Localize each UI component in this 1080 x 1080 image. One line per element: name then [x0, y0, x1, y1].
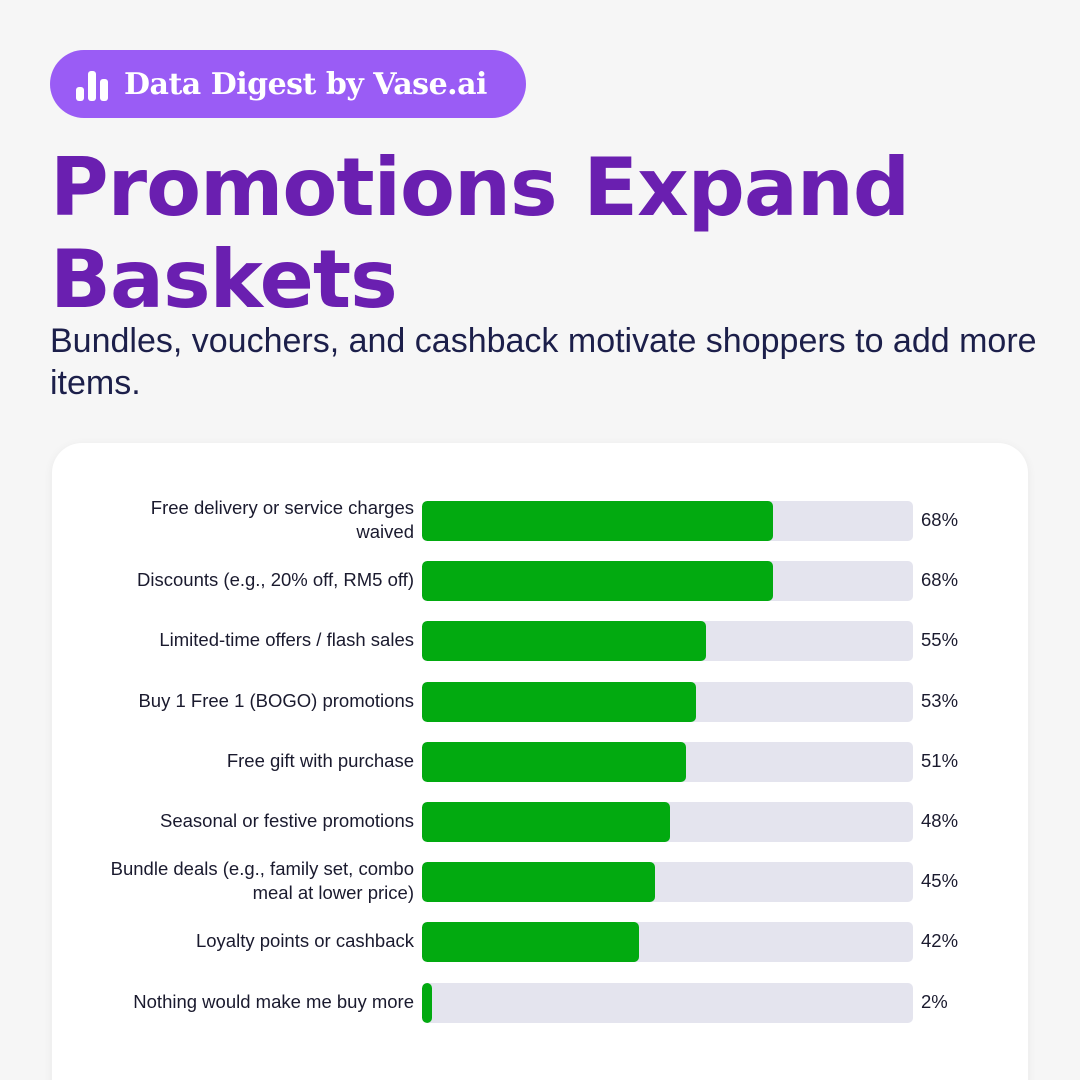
bar-track: [422, 501, 913, 541]
chart-row: Free gift with purchase 51%: [52, 736, 1028, 786]
bar-chart-icon: [76, 67, 112, 101]
category-label: Limited-time offers / flash sales: [159, 629, 414, 651]
bar-track: [422, 741, 913, 782]
chart-card: Free delivery or service charges waived 6…: [52, 443, 1028, 1080]
bar: [422, 982, 433, 1023]
bar-track: [422, 802, 913, 842]
bar: [422, 501, 774, 541]
bar-track: [422, 621, 913, 662]
value-label: 55%: [921, 629, 959, 651]
value-label: 42%: [921, 930, 959, 952]
page-subtitle: Bundles, vouchers, and cashback motivate…: [50, 322, 1037, 402]
chart-row: Free delivery or service charges waived 6…: [52, 495, 1028, 545]
bar-track: [422, 681, 913, 722]
value-label: 2%: [921, 990, 948, 1012]
chart-row: Seasonal or festive promotions 48%: [52, 796, 1028, 846]
chart-row: Discounts (e.g., 20% off, RM5 off) 68%: [52, 555, 1028, 605]
bar: [422, 681, 696, 722]
category-label: Seasonal or festive promotions: [160, 810, 414, 831]
value-label: 53%: [921, 689, 959, 711]
category-label: Buy 1 Free 1 (BOGO) promotions: [138, 689, 414, 711]
chart-row: Limited-time offers / flash sales 55%: [52, 615, 1028, 665]
bar-track: [422, 561, 913, 602]
brand-badge: Data Digest by Vase.ai: [50, 50, 526, 118]
category-label: Loyalty points or cashback: [195, 930, 414, 952]
value-label: 68%: [921, 509, 959, 530]
bar: [422, 621, 707, 662]
bar: [422, 802, 671, 842]
bar: [422, 561, 774, 602]
category-label: Free gift with purchase: [226, 749, 414, 771]
bar: [422, 741, 686, 782]
category-label: Free delivery or service charges waived: [150, 497, 414, 542]
value-label: 51%: [921, 749, 959, 771]
chart-row: Nothing would make me buy more 2%: [52, 977, 1028, 1027]
bar-track: [422, 922, 913, 963]
bar: [422, 862, 655, 903]
bar: [422, 922, 640, 963]
page-title: Promotions Expand Baskets: [50, 141, 910, 326]
value-label: 48%: [921, 810, 959, 831]
chart-row: Buy 1 Free 1 (BOGO) promotions 53%: [52, 676, 1028, 726]
bar-track: [422, 982, 913, 1023]
chart-row: Bundle deals (e.g., family set, combo me…: [52, 856, 1028, 906]
chart-row: Loyalty points or cashback 42%: [52, 916, 1028, 966]
value-label: 68%: [921, 569, 959, 591]
badge-text: Data Digest by Vase.ai: [124, 66, 487, 102]
value-label: 45%: [921, 870, 959, 892]
category-label: Nothing would make me buy more: [133, 990, 414, 1012]
category-label: Bundle deals (e.g., family set, combo me…: [110, 858, 414, 904]
bar-track: [422, 862, 913, 903]
category-label: Discounts (e.g., 20% off, RM5 off): [137, 569, 414, 591]
